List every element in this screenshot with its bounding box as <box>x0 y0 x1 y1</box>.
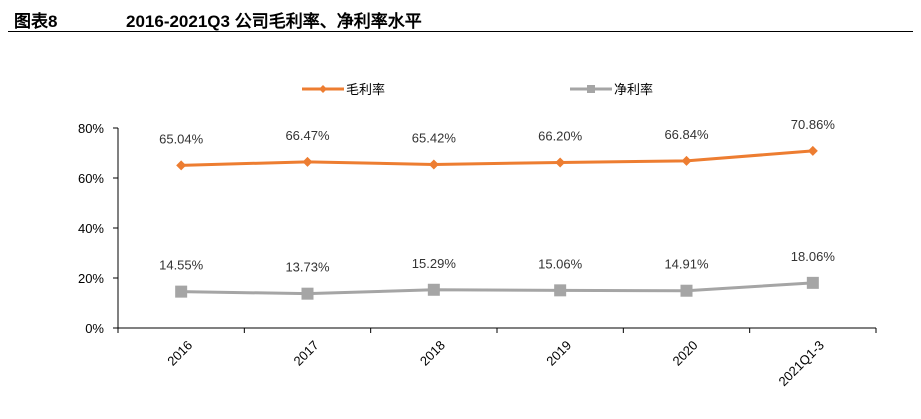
x-tick-label: 2021Q1-3 <box>775 338 826 389</box>
y-tick-label: 60% <box>78 171 104 186</box>
data-point-marker <box>175 285 188 298</box>
data-label: 13.73% <box>285 260 330 275</box>
legend-label: 净利率 <box>614 82 653 97</box>
x-tick-label: 2019 <box>543 338 574 369</box>
x-tick-label: 2018 <box>417 338 448 369</box>
data-point-marker <box>428 159 439 170</box>
data-label: 65.42% <box>412 130 457 145</box>
data-point-marker <box>806 276 819 289</box>
y-tick-label: 20% <box>78 271 104 286</box>
data-point-marker <box>554 284 567 297</box>
legend-label: 毛利率 <box>346 82 385 97</box>
x-tick-label: 2020 <box>670 338 701 369</box>
data-label: 66.47% <box>285 128 330 143</box>
data-point-marker <box>807 145 818 156</box>
data-label: 14.55% <box>159 258 204 273</box>
data-label: 18.06% <box>791 249 836 264</box>
data-point-marker <box>555 157 566 168</box>
data-label: 66.20% <box>538 129 583 144</box>
legend-marker <box>587 85 595 93</box>
data-point-marker <box>681 155 692 166</box>
data-point-marker <box>302 156 313 167</box>
x-tick-label: 2016 <box>164 338 195 369</box>
figure-title: 2016-2021Q3 公司毛利率、净利率水平 <box>126 12 422 31</box>
data-label: 15.06% <box>538 256 583 271</box>
data-label: 14.91% <box>664 257 709 272</box>
data-point-marker <box>427 283 440 296</box>
y-tick-label: 0% <box>85 321 104 336</box>
x-tick-label: 2017 <box>291 338 322 369</box>
y-tick-label: 40% <box>78 221 104 236</box>
data-label: 66.84% <box>664 127 709 142</box>
data-label: 15.29% <box>412 256 457 271</box>
data-point-marker <box>301 287 314 300</box>
figure-label: 图表8 <box>14 12 58 31</box>
series-line-2 <box>181 281 813 296</box>
figure-header: 图表8 2016-2021Q3 公司毛利率、净利率水平 <box>8 4 913 32</box>
data-point-marker <box>680 284 693 297</box>
legend-marker <box>319 85 327 93</box>
data-label: 65.04% <box>159 131 204 146</box>
series-line-1 <box>181 149 813 167</box>
data-point-marker <box>176 160 187 171</box>
data-label: 70.86% <box>791 117 836 132</box>
y-tick-label: 80% <box>78 121 104 136</box>
